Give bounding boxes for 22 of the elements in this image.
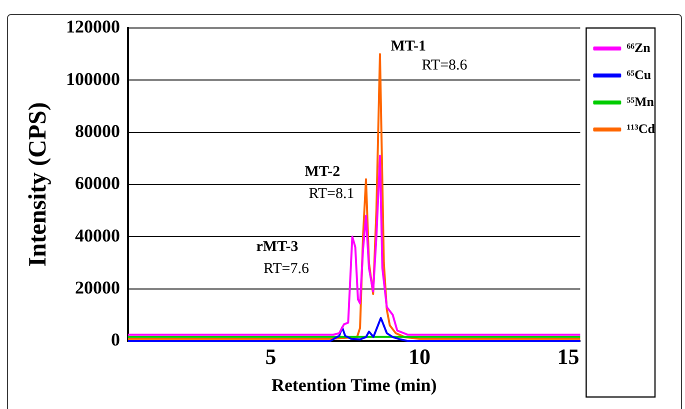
y-tick-label: 0 — [111, 330, 120, 350]
legend-label: ⁵⁵Mn — [626, 94, 655, 109]
y-tick-label: 100000 — [66, 68, 120, 89]
y-tick-label: 80000 — [75, 120, 120, 141]
legend-label: ⁶⁵Cu — [626, 66, 652, 82]
x-axis-title: Retention Time (min) — [271, 374, 437, 395]
legend-label: ¹¹³Cd — [626, 120, 656, 136]
annotation: MT-1 — [390, 38, 426, 55]
y-tick-label: 120000 — [66, 16, 120, 37]
annotation: RT=8.6 — [422, 57, 468, 74]
annotation: RT=8.1 — [308, 186, 354, 202]
x-tick-label: 15 — [557, 344, 580, 369]
x-tick-label: 10 — [408, 344, 431, 369]
y-tick-label: 40000 — [75, 225, 120, 246]
annotation: rMT-3 — [256, 238, 298, 255]
legend-label: ⁶⁶Zn — [626, 40, 652, 55]
annotation: RT=7.6 — [264, 260, 310, 277]
annotation: MT-2 — [304, 164, 340, 180]
x-tick-label: 5 — [265, 344, 276, 369]
y-tick-label: 20000 — [75, 277, 120, 298]
y-tick-label: 60000 — [75, 173, 120, 194]
y-axis-title: Intensity (CPS) — [24, 102, 52, 267]
